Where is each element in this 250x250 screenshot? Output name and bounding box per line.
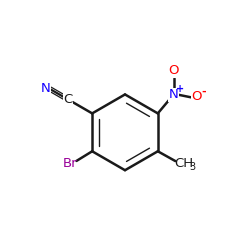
Text: -: - xyxy=(202,87,206,97)
Text: Br: Br xyxy=(63,157,78,170)
Text: N: N xyxy=(40,82,50,95)
Text: N: N xyxy=(169,88,178,101)
Text: 3: 3 xyxy=(189,162,196,172)
Text: CH: CH xyxy=(174,158,193,170)
Text: O: O xyxy=(192,90,202,103)
Text: +: + xyxy=(176,84,184,94)
Text: C: C xyxy=(63,93,72,106)
Text: O: O xyxy=(168,64,179,78)
